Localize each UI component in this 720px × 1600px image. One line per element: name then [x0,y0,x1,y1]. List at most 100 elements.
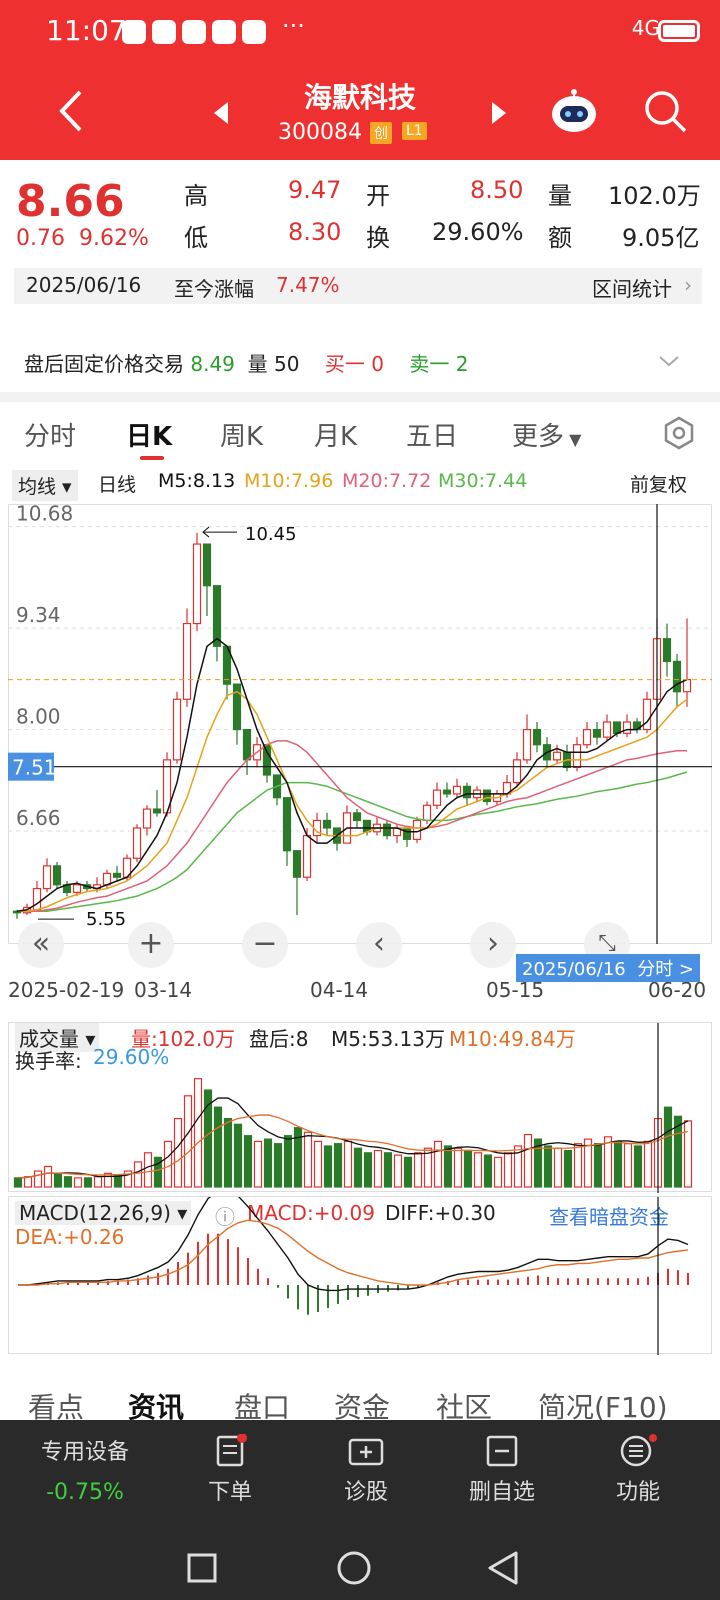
zoom-in-button[interactable]: + [128,922,174,968]
volume-panel[interactable]: 成交量 ▾ 量:102.0万 盘后:8 M5:53.13万 M10:49.84万… [8,1022,712,1193]
action-bar: 专用设备 -0.75% 下单 诊股 删自选 功能 [0,1420,720,1536]
last-price: 8.66 [16,176,125,227]
volume-bar [633,1145,643,1188]
volume-bar [563,1149,573,1188]
candle-body [152,808,162,814]
volume-bar [63,1176,73,1188]
change-value: 0.76 [16,226,65,251]
cursor-intraday-link: 分时 > [637,959,695,980]
function-button[interactable]: 功能 [588,1434,688,1506]
scroll-right-button[interactable]: › [470,922,516,968]
fast-back-button[interactable]: « [18,922,64,968]
diagnose-label: 诊股 [343,1480,388,1505]
volume-bar [193,1078,203,1188]
after-hours-row[interactable]: 盘后固定价格交易 8.49 量 50 买一 0 卖一 2 [0,336,720,388]
volume-bar [53,1172,63,1188]
search-icon[interactable] [640,86,690,136]
volume-bar [213,1106,223,1188]
tab-five-day[interactable]: 五日 [406,422,459,452]
tab-f10[interactable]: 简况(F10) [538,1391,668,1420]
caret-down-icon: ▼ [564,430,582,449]
prev-stock-icon[interactable] [212,100,230,126]
tab-funds[interactable]: 资金 [334,1391,391,1420]
function-label: 功能 [615,1480,660,1505]
ma-selector[interactable]: 均线 ▾ [12,470,78,501]
volume-bar [113,1175,123,1188]
back-arrow-icon[interactable] [50,86,100,136]
price-axis-label: 9.34 [16,603,61,627]
dark-pool-link[interactable]: 查看暗盘资金 [549,1205,669,1229]
tab-orderbook[interactable]: 盘口 [234,1391,291,1420]
candle-body [582,728,592,746]
tab-monthly-k[interactable]: 月K [314,422,358,452]
level-tag: L1 [402,122,427,140]
volume-bar [183,1095,193,1188]
turnover-label: 换 [366,224,390,252]
candle-body [32,887,42,911]
remove-icon [486,1435,518,1467]
volume-bar [673,1115,683,1188]
line-type: 日线 [98,474,137,496]
macd-selector[interactable]: MACD(12,26,9) ▾ [15,1201,192,1225]
next-stock-icon[interactable] [490,100,508,126]
recents-icon[interactable] [186,1552,218,1584]
vol-m10: M10:49.84万 [449,1027,576,1051]
tab-community[interactable]: 社区 [436,1391,493,1420]
volume-bar [33,1170,43,1188]
turnover-value: 29.60% [432,218,524,246]
range-stats-link[interactable]: 区间统计 [592,277,672,301]
back-icon[interactable] [486,1550,520,1586]
remove-label: 删自选 [468,1480,535,1505]
macd-panel[interactable]: MACD(12,26,9) ▾ ⓘ MACD:+0.09 DIFF:+0.30 … [8,1196,712,1355]
industry-button[interactable]: 专用设备 -0.75% [30,1434,140,1505]
system-nav-bar [0,1536,720,1600]
robot-assistant-icon[interactable] [548,86,600,138]
tab-intraday[interactable]: 分时 [24,422,77,452]
tab-highlights[interactable]: 看点 [28,1391,85,1420]
tab-more[interactable]: 更多 ▼ [512,416,581,453]
volume-bar [323,1145,333,1188]
help-icon[interactable]: ⓘ [215,1205,235,1229]
tab-more-label: 更多 [512,422,565,452]
ma10-label: M10:7.96 [244,470,334,492]
volume-bar [433,1140,443,1188]
app-icon [182,20,206,44]
candle-body [642,698,652,731]
order-button[interactable]: 下单 [180,1433,280,1506]
remove-watchlist-button[interactable]: 删自选 [452,1434,552,1506]
tab-weekly-k[interactable]: 周K [220,422,264,452]
macd-selector-label: MACD(12,26,9) [19,1201,171,1225]
volume-value: 102.0万 [608,182,701,210]
volume-bar [273,1143,283,1188]
dea-line [18,1219,689,1286]
volume-value: 量:102.0万 [131,1027,235,1051]
diagnose-button[interactable]: 诊股 [316,1434,416,1506]
tab-news[interactable]: 资讯 [128,1391,185,1420]
range-stats-bar[interactable]: 2025/06/16 至今涨幅 7.47% 区间统计 › [14,268,702,304]
date-label: 06-20 [648,978,707,1002]
candles [12,532,692,919]
dea-value: DEA:+0.26 [15,1225,125,1249]
turnover-value: 29.60% [93,1045,170,1069]
volume-bar [383,1152,393,1188]
ma20-label: M20:7.72 [342,470,432,492]
home-icon[interactable] [336,1550,372,1586]
price-axis-label: 6.66 [16,806,61,830]
volume-bar [103,1172,113,1188]
kline-chart[interactable]: 10.68 9.34 8.00 6.66 7.51 10.45 5.55 [8,504,712,944]
ma-lines [16,637,688,913]
tab-daily-k[interactable]: 日K [126,422,173,452]
app-icon [152,20,176,44]
volume-selector[interactable]: 成交量 ▾ [15,1023,100,1052]
settings-icon[interactable] [662,416,696,450]
cursor-date-tag[interactable]: 2025/06/16 分时 > [516,954,701,982]
ma5-label: M5:8.13 [158,470,236,492]
scroll-left-button[interactable]: ‹ [356,922,402,968]
zoom-out-button[interactable]: − [242,922,288,968]
chevron-down-icon[interactable] [658,350,680,372]
adjust-label[interactable]: 前复权 [630,474,688,496]
volume-chart [13,1023,693,1193]
volume-bar [23,1176,33,1188]
date-label: 05-15 [486,978,545,1002]
volume-bar [403,1156,413,1188]
